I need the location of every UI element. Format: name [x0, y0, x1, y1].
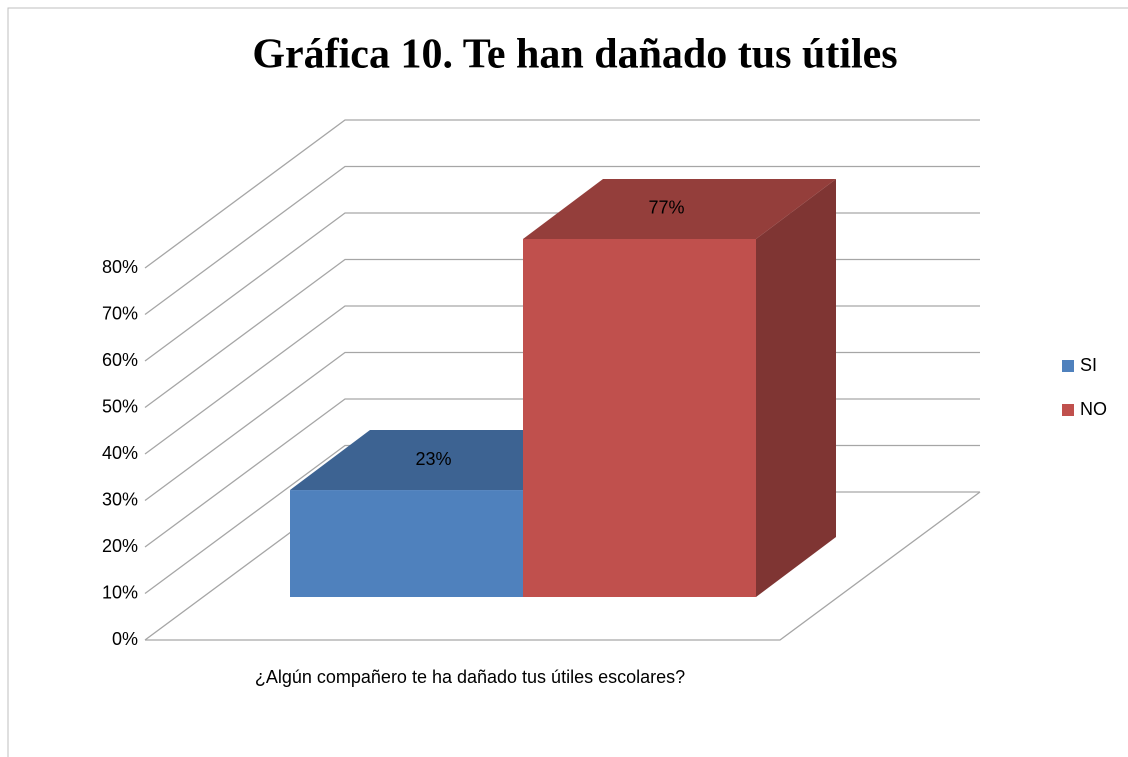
y-tick-label: 80% — [102, 257, 138, 277]
chart-title: Gráfica 10. Te han dañado tus útiles — [252, 32, 897, 78]
y-tick-label: 0% — [112, 629, 138, 649]
y-tick-label: 70% — [102, 303, 138, 323]
data-label: 23% — [415, 449, 451, 469]
legend-swatch — [1062, 404, 1074, 416]
y-tick-label: 10% — [102, 582, 138, 602]
grid-line — [144, 119, 980, 269]
bar — [290, 490, 523, 597]
y-tick-label: 30% — [102, 489, 138, 509]
bar-top — [523, 178, 836, 239]
y-tick-label: 20% — [102, 536, 138, 556]
floor-edge — [145, 491, 981, 641]
y-tick-label: 40% — [102, 443, 138, 463]
legend-label: NO — [1080, 399, 1107, 419]
y-tick-label: 60% — [102, 350, 138, 370]
frame — [7, 7, 1128, 757]
x-category-label: ¿Algún compañero te ha dañado tus útiles… — [254, 667, 686, 687]
data-label: 77% — [648, 198, 684, 218]
legend-swatch — [1062, 360, 1074, 372]
bar-side — [756, 178, 836, 597]
y-tick-label: 50% — [102, 396, 138, 416]
legend-label: SI — [1080, 355, 1097, 375]
bar — [523, 238, 756, 597]
grid-line — [144, 165, 980, 316]
